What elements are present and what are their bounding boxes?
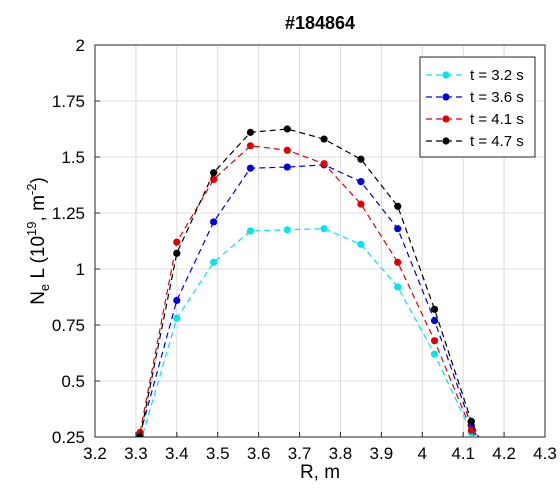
data-point [357,178,365,186]
data-point [136,433,144,437]
tick-labels: 3.2 3.3 3.4 3.5 3.6 3.7 3.8 3.9 4 4.1 4.2 4.3 0.25 0.… [52,36,557,463]
data-point [210,258,218,266]
x-tick-label: 3.3 [124,444,148,463]
y-tick-label: 1.5 [61,148,85,167]
x-tick-label: 3.5 [206,444,230,463]
series-line [139,164,478,437]
data-point [246,164,255,172]
y-tick-label: 1.75 [52,92,85,111]
legend-entry: t = 3.2 s [426,67,524,84]
data-point [430,305,439,313]
x-tick-label: 3.2 [83,444,107,463]
legend-entry: t = 3.6 s [426,89,524,106]
legend-marker [442,93,450,101]
series-line [139,145,477,437]
data-point [357,155,365,163]
series-4 [136,125,480,437]
data-point [210,169,218,177]
data-point [210,218,218,226]
data-point [246,128,255,136]
x-tick-label: 3.8 [329,444,353,463]
series-1 [141,225,476,437]
y-axis-label-sup2: -2 [24,184,39,196]
y-axis-label: Ne L (1019, m-2) [24,177,52,305]
data-point [430,316,439,325]
x-tick-label: 3.4 [165,444,189,463]
data-point [246,227,255,235]
x-tick-label: 3.6 [247,444,271,463]
y-axis-label-sub: e [37,284,52,291]
legend-label: t = 3.6 s [470,89,524,106]
data-point [467,417,475,425]
y-tick-label: 0.75 [52,316,85,335]
x-tick-label: 4.1 [451,444,475,463]
data-point [283,125,291,133]
legend-marker [442,137,450,145]
data-point [173,296,181,304]
x-tick-label: 4.3 [533,444,557,463]
data-point [394,202,402,210]
y-axis-label-end: ) [28,177,49,183]
legend-marker [442,71,450,79]
y-tick-label: 1.25 [52,204,85,223]
data-point [320,225,328,233]
data-point [283,163,291,171]
data-point [430,350,439,358]
data-point [357,200,365,208]
data-point [467,426,475,434]
data-point [173,249,181,257]
legend-label: t = 4.7 s [470,133,524,150]
x-tick-label: 3.9 [370,444,394,463]
data-point [394,225,402,233]
legend: t = 3.2 s t = 3.6 s t = 4.1 s t = 4.7 s [419,56,536,158]
data-point [283,146,291,154]
data-point [394,283,402,291]
data-point [173,314,181,322]
legend-entry: t = 4.7 s [426,133,524,150]
chart-title: #184864 [285,13,355,33]
series-layer [136,125,480,437]
x-tick-label: 3.7 [288,444,312,463]
x-tick-label: 4 [418,444,427,463]
data-point [320,135,328,143]
y-axis-label-mid: L (10 [28,236,49,284]
data-point [320,160,328,168]
data-point [430,337,439,345]
y-tick-label: 1 [76,260,85,279]
legend-entry: t = 4.1 s [426,111,524,128]
series-line [139,128,480,437]
data-point [394,258,402,266]
y-tick-label: 2 [76,36,85,55]
x-axis-label: R, m [300,462,340,483]
y-axis-label-mid2: , m [28,195,49,221]
x-tick-label: 4.2 [492,444,516,463]
legend-marker [442,115,450,123]
y-tick-label: 0.5 [61,372,85,391]
series-3 [136,142,477,437]
legend-label: t = 4.1 s [470,111,524,128]
y-axis-label-sup1: 19 [24,221,39,235]
data-point [283,226,291,234]
y-axis-label-main: N [28,291,49,305]
y-tick-label: 0.25 [52,428,85,447]
plot-area-frame [94,44,546,438]
data-point [246,142,255,150]
legend-label: t = 3.2 s [470,67,524,84]
series-line [141,228,476,437]
data-point [173,238,181,246]
legend-box [419,56,536,158]
data-point [357,240,365,248]
